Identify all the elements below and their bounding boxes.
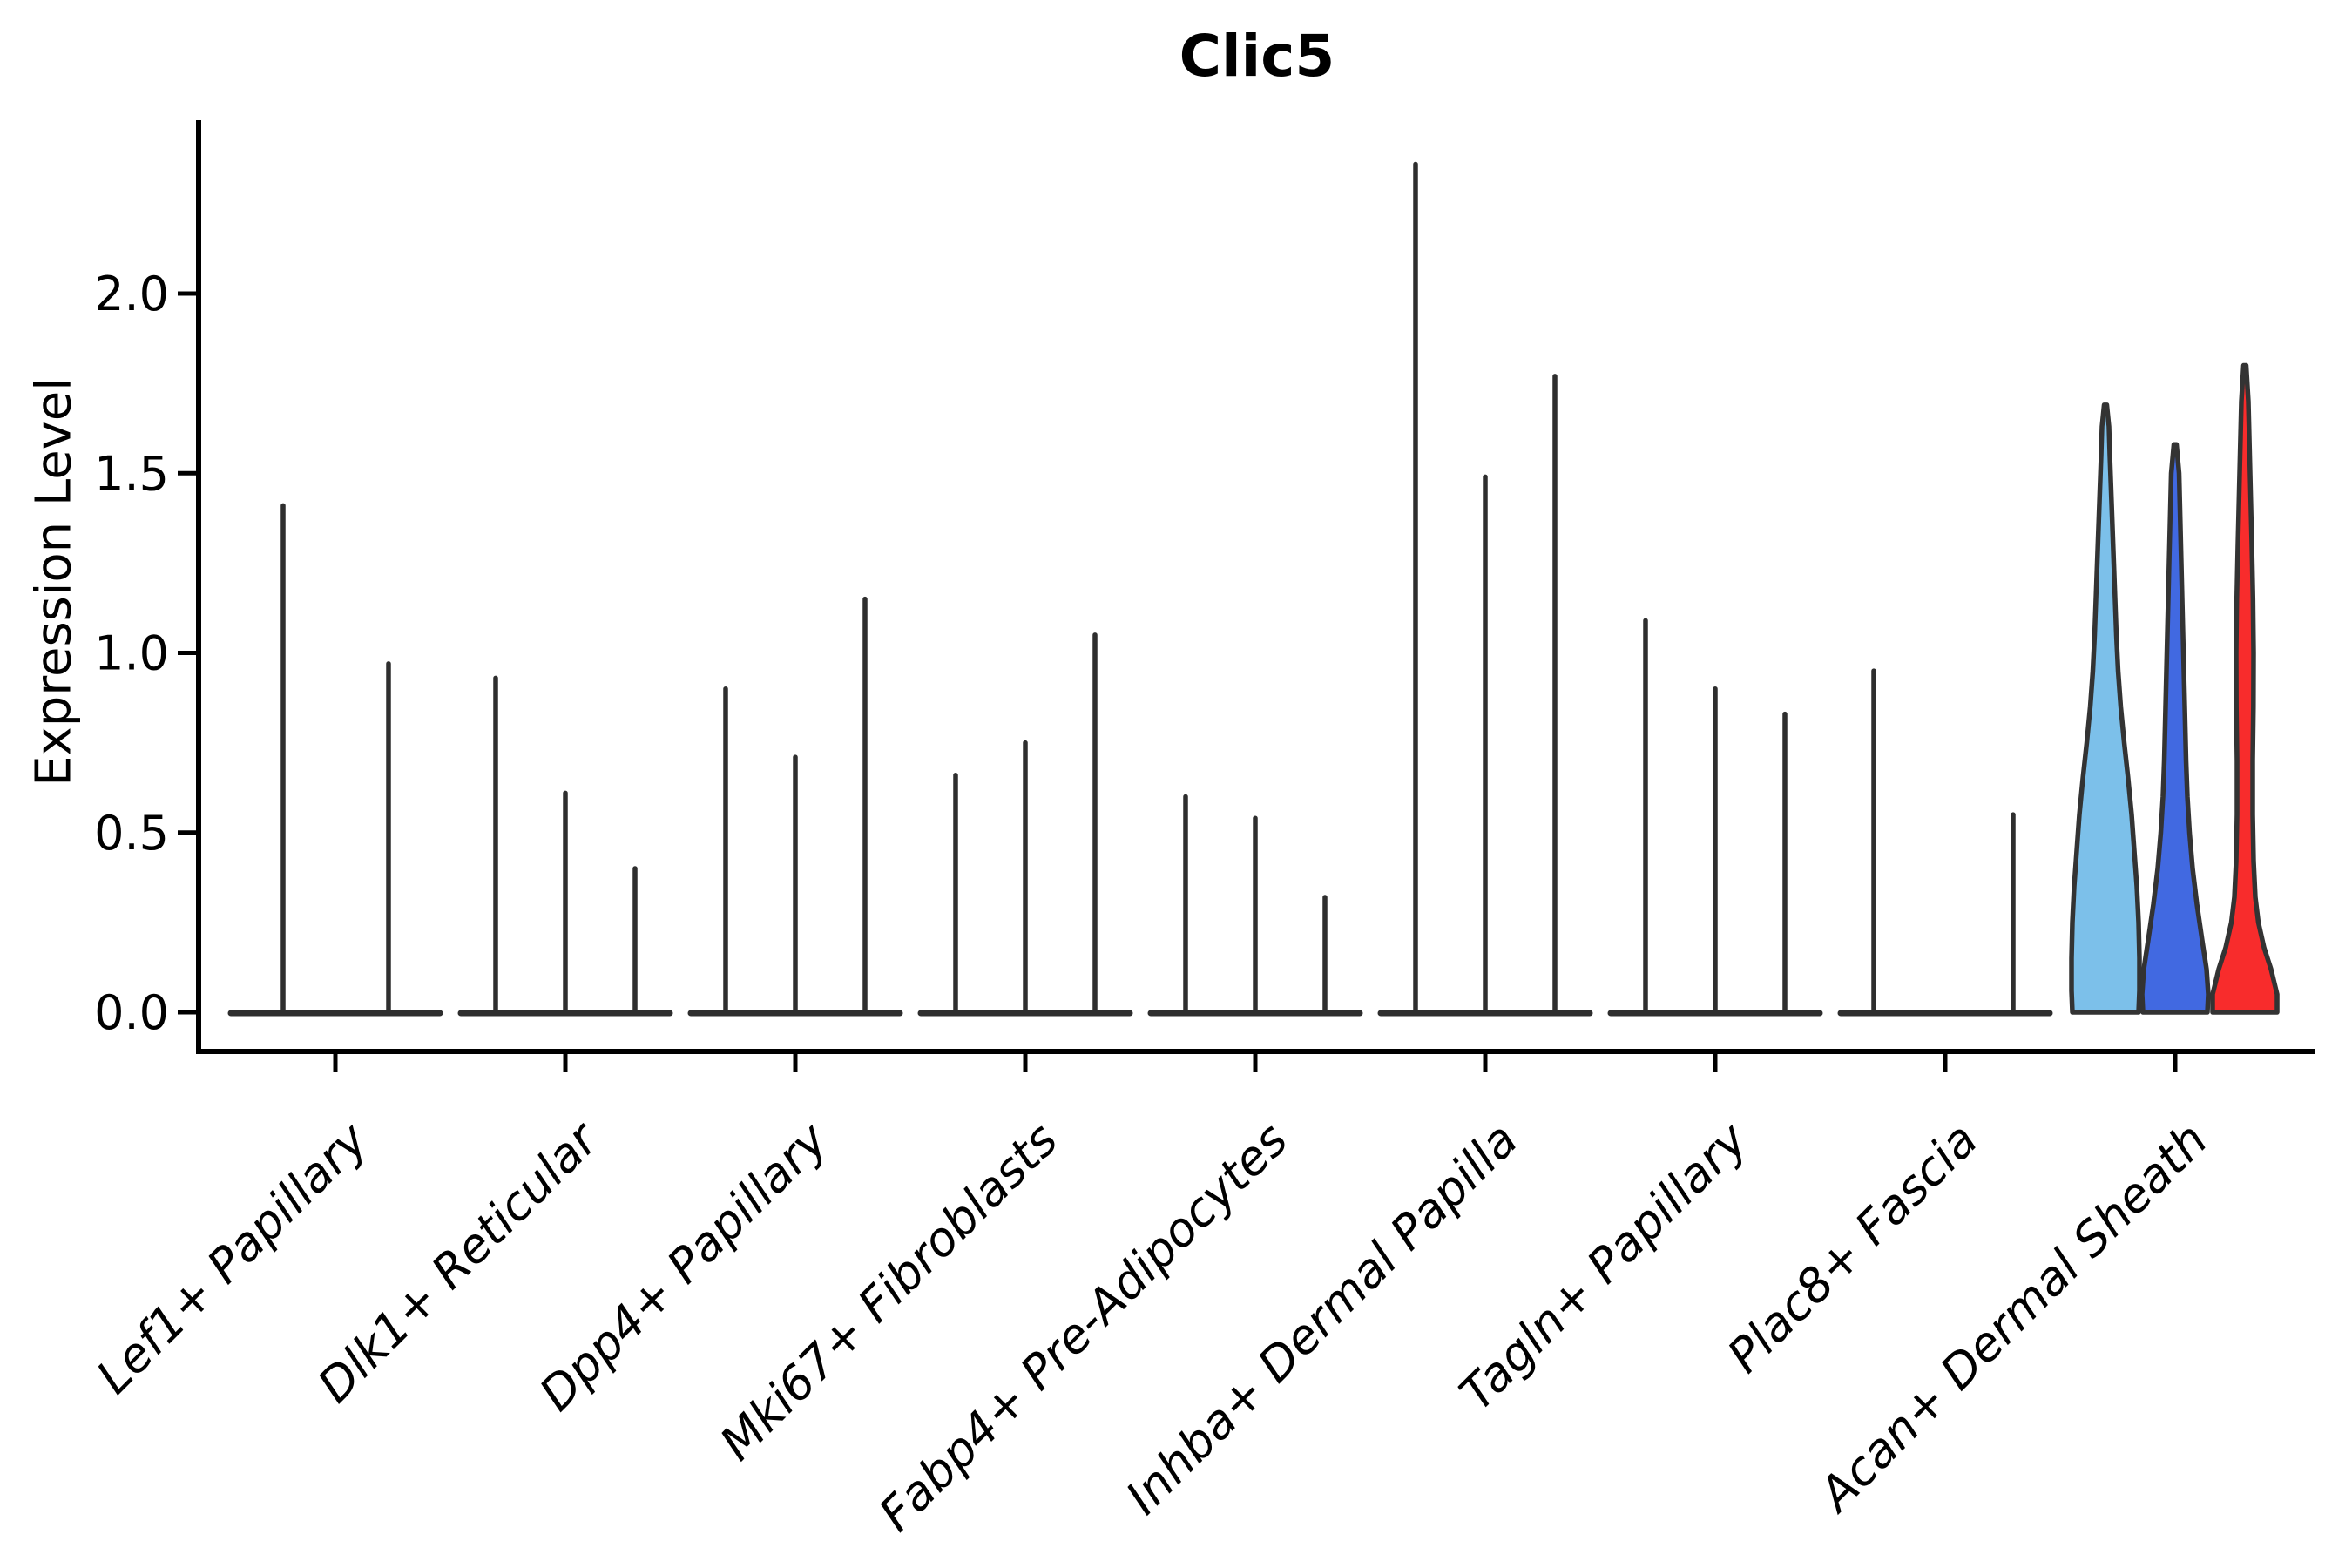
x-tick-label: Plac8+ Fascia	[1717, 1112, 1988, 1383]
x-tick-label: Inhba+ Dermal Papilla	[1115, 1112, 1528, 1525]
x-tick-label: Acan+ Dermal Sheath	[1807, 1112, 2218, 1524]
y-tick-label: 1.0	[94, 626, 169, 681]
x-tick-label: Fabp4+ Pre-Adipocytes	[868, 1112, 1298, 1542]
violin-body	[2139, 442, 2211, 1015]
y-tick-label: 0.0	[94, 985, 169, 1040]
y-tick-label: 2.0	[94, 267, 169, 321]
violin-body	[2069, 402, 2142, 1015]
violin-body	[2210, 362, 2280, 1015]
y-tick-label: 1.5	[94, 446, 169, 501]
y-tick-label: 0.5	[94, 806, 169, 861]
chart-title: Clic5	[1179, 23, 1335, 90]
y-axis-label: Expression Level	[25, 377, 83, 787]
